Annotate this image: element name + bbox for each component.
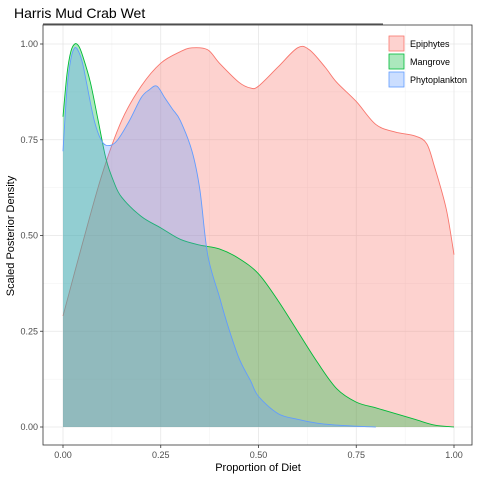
legend-label-epiphytes: Epiphytes bbox=[410, 39, 450, 49]
x-tick-label: 0.75 bbox=[347, 450, 365, 460]
legend-swatch-phytoplankton bbox=[388, 71, 405, 88]
plot-panel bbox=[43, 25, 472, 445]
y-axis-title: Scaled Posterior Density bbox=[5, 175, 17, 296]
x-tick-label: 1.00 bbox=[445, 450, 463, 460]
x-tick-label: 0.25 bbox=[152, 450, 170, 460]
legend-key-bg-phytoplankton bbox=[388, 71, 405, 88]
y-tick-label: 0.25 bbox=[20, 326, 38, 336]
density-line-mangrove bbox=[62, 43, 455, 428]
legend: Epiphytes Mangrove Phytoplankton bbox=[388, 35, 467, 88]
legend-key-bg-mangrove bbox=[388, 53, 405, 70]
x-tick-label: 0.50 bbox=[250, 450, 268, 460]
density-area-phytoplankton bbox=[63, 47, 376, 428]
x-tick-label: 0.00 bbox=[54, 450, 72, 460]
legend-swatch-mangrove bbox=[388, 53, 405, 70]
legend-label-mangrove: Mangrove bbox=[410, 57, 450, 67]
y-tick-label: 0.75 bbox=[20, 135, 38, 145]
density-area-epiphytes bbox=[63, 46, 454, 428]
y-tick-label: 0.00 bbox=[20, 422, 38, 432]
x-axis-title: Proportion of Diet bbox=[215, 462, 301, 474]
legend-swatch-epiphytes bbox=[388, 35, 405, 52]
legend-label-phytoplankton: Phytoplankton bbox=[410, 75, 467, 85]
density-line-epiphytes bbox=[62, 45, 455, 317]
y-tick-label: 0.50 bbox=[20, 231, 38, 241]
density-area-mangrove bbox=[63, 43, 454, 428]
chart-title: Harris Mud Crab Wet bbox=[14, 5, 145, 21]
plot-area: 0.00 0.00 0.25 0.25 0.50 0.50 0.75 0.75 1.00 1.00 bbox=[20, 24, 473, 460]
density-line-phytoplankton bbox=[62, 47, 376, 428]
plot-border bbox=[42, 24, 473, 446]
y-tick-label: 1.00 bbox=[20, 39, 38, 49]
legend-key-bg-epiphytes bbox=[388, 35, 405, 52]
